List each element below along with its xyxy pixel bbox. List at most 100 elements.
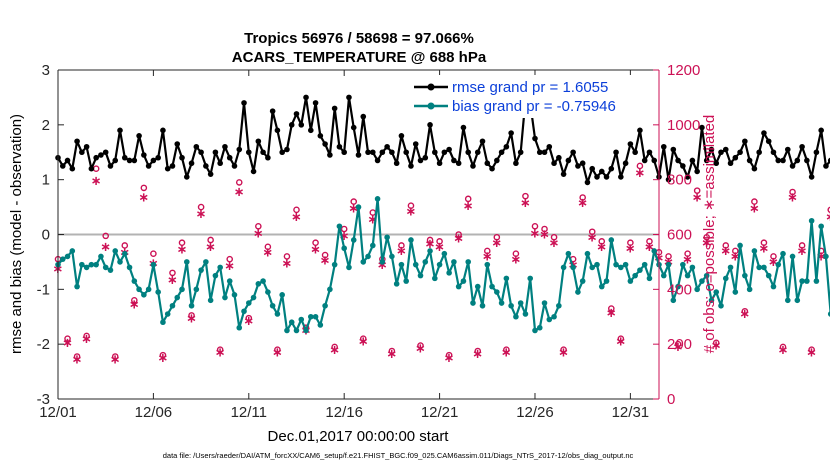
rmse-point <box>746 157 753 164</box>
rmse-point <box>756 149 762 156</box>
obs-assimilated-point: ∗ <box>425 237 436 252</box>
rmse-point <box>145 163 152 169</box>
rmse-point <box>699 124 705 131</box>
obs-assimilated-point: ∗ <box>701 236 712 251</box>
bias-point <box>765 272 772 279</box>
bias-point <box>684 272 691 279</box>
bias-point <box>308 313 314 320</box>
bias-point <box>69 248 76 254</box>
rmse-point <box>355 152 362 158</box>
bias-point <box>513 313 519 320</box>
rmse-point <box>112 157 119 164</box>
bias-point <box>164 311 171 317</box>
bias-point <box>365 253 371 260</box>
obs-assimilated-point: ∗ <box>739 307 750 322</box>
bias-point <box>680 261 686 268</box>
bias-point <box>689 264 696 271</box>
bias-point <box>145 286 152 293</box>
bias-point <box>284 327 290 334</box>
rmse-point <box>136 133 142 139</box>
rmse-point <box>279 149 285 156</box>
rmse-point <box>269 108 276 114</box>
rmse-point <box>517 149 524 156</box>
obs-assimilated-point: ∗ <box>167 273 178 288</box>
obs-assimilated-point: ∗ <box>243 314 254 329</box>
bias-point <box>708 297 715 304</box>
bias-point <box>183 259 190 265</box>
bias-point <box>474 283 481 290</box>
rmse-point <box>570 149 576 156</box>
obs-assimilated-point: ∗ <box>482 250 493 265</box>
obs-assimilated-point: ∗ <box>730 250 741 265</box>
bias-point <box>255 281 262 287</box>
bias-point <box>804 278 810 284</box>
obs-assimilated-point: ∗ <box>396 244 407 259</box>
bias-point <box>169 302 176 309</box>
legend-rmse-label: rmse grand pr = 1.6055 <box>452 79 608 96</box>
rmse-point <box>265 154 271 161</box>
rmse-point <box>250 168 257 175</box>
obs-possible-point <box>207 236 214 244</box>
y2-tick-label: 1000 <box>667 117 700 134</box>
bias-point <box>560 264 567 271</box>
bias-point <box>823 253 829 260</box>
rmse-point <box>98 152 104 158</box>
y2-tick-label: 0 <box>667 391 675 408</box>
rmse-point <box>694 168 700 175</box>
rmse-point <box>417 157 424 164</box>
bias-point <box>212 272 219 279</box>
obs-possible-point <box>483 247 491 255</box>
bias-point <box>250 294 257 301</box>
bias-point <box>603 278 610 284</box>
bias-point <box>279 292 285 298</box>
bias-point <box>265 289 271 295</box>
rmse-point <box>632 149 638 156</box>
bias-point <box>508 302 514 309</box>
bias-point <box>479 302 486 309</box>
obs-possible-point <box>741 307 749 315</box>
rmse-point <box>460 124 467 131</box>
rmse-point <box>207 171 214 177</box>
bias-point <box>699 278 705 284</box>
bias-point <box>541 300 548 306</box>
rmse-point <box>79 149 85 156</box>
bias-point <box>732 289 739 295</box>
obs-assimilated-point: ∗ <box>310 243 321 258</box>
obs-assimilated-point: ∗ <box>386 347 397 362</box>
rmse-point <box>436 160 443 167</box>
bias-point <box>746 286 753 293</box>
rmse-point <box>680 163 686 169</box>
bias-point <box>627 278 634 284</box>
rmse-point <box>284 146 290 153</box>
legend-bias-label: bias grand pr = -0.75946 <box>452 98 616 115</box>
bias-point <box>179 286 185 293</box>
obs-assimilated-point: ∗ <box>339 229 350 244</box>
rmse-point <box>274 127 281 134</box>
bias-point <box>675 283 681 290</box>
bias-point <box>288 319 295 326</box>
rmse-point <box>179 154 185 161</box>
rmse-point <box>117 127 123 134</box>
rmse-point <box>231 163 238 169</box>
obs-assimilated-point: ∗ <box>377 258 388 273</box>
bias-point <box>756 264 762 271</box>
footnote: data file: /Users/raeder/DAI/ATM_forcXX/… <box>163 451 634 460</box>
obs-possible-point <box>140 184 148 192</box>
bias-point <box>713 289 720 295</box>
obs-possible-point <box>493 233 501 241</box>
obs-assimilated-point: ∗ <box>558 346 569 361</box>
bias-point <box>489 283 495 290</box>
rmse-point <box>660 143 667 150</box>
bias-point <box>470 300 476 306</box>
bias-point <box>436 261 443 268</box>
rmse-point <box>336 143 343 150</box>
x-tick-label: 12/16 <box>325 404 363 421</box>
obs-assimilated-point: ∗ <box>358 335 369 350</box>
legend: rmse grand pr = 1.6055 bias grand pr = -… <box>409 75 658 118</box>
obs-assimilated-point: ∗ <box>768 255 779 270</box>
bias-point <box>618 264 624 271</box>
series-group: ∗ ∗ ∗ ∗ ∗ ∗ ∗ ∗ ∗ ∗ ∗ ∗ ∗ ∗ ∗ ∗ ∗ ∗ ∗ ∗ ∗ ∗ ∗ ∗ ∗ ∗ ∗ ∗ ∗ ∗ ∗ ∗ ∗ ∗ ∗ ∗ ∗ ∗ ∗ ∗… <box>53 94 830 367</box>
rmse-point <box>217 160 223 167</box>
rmse-point <box>93 154 99 161</box>
obs-assimilated-point: ∗ <box>253 226 264 241</box>
